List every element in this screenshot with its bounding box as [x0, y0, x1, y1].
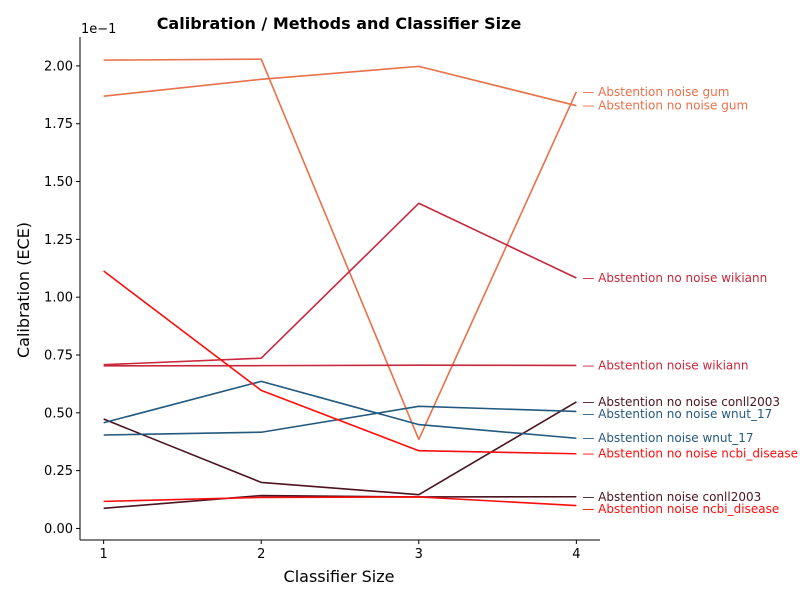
series-label: — Abstention no noise gum	[582, 99, 748, 113]
series-labels: — Abstention noise gum— Abstention no no…	[582, 85, 798, 516]
series-label: — Abstention noise wnut_17	[582, 431, 753, 445]
series-label: — Abstention no noise conll2003	[582, 395, 780, 409]
series-line	[103, 405, 577, 436]
series-line	[103, 494, 577, 510]
x-axis-label: Classifier Size	[284, 567, 395, 586]
y-tick-label: 0.00	[44, 522, 73, 537]
y-axis-label: Calibration (ECE)	[14, 222, 33, 358]
series-line	[103, 364, 577, 367]
y-tick-label: 1.75	[44, 117, 73, 132]
y-tick-label: 1.25	[44, 233, 73, 248]
series-label: — Abstention no noise wikiann	[582, 271, 767, 285]
y-tick-label: 0.75	[44, 348, 73, 363]
series-label: — Abstention noise gum	[582, 85, 729, 99]
y-tick-label: 2.00	[44, 59, 73, 74]
series-label: — Abstention no noise wnut_17	[582, 407, 772, 421]
x-tick-label: 3	[415, 547, 423, 562]
series-line	[103, 202, 577, 366]
series-label: — Abstention noise wikiann	[582, 358, 748, 372]
y-tick-label: 0.25	[44, 464, 73, 479]
y-tick-label: 1.00	[44, 291, 73, 306]
x-tick-label: 1	[99, 547, 107, 562]
series-lines	[103, 58, 578, 510]
axes: 0.00 0.25 0.50 0.75 1.00 1.25 1.50 1.75 2.00 1 2 3 4	[44, 37, 600, 562]
series-line	[103, 270, 577, 455]
x-tick-label: 4	[572, 547, 580, 562]
series-label: — Abstention noise conll2003	[582, 490, 761, 504]
y-tick-label: 1.50	[44, 175, 73, 190]
chart-title: Calibration / Methods and Classifier Siz…	[157, 14, 522, 33]
y-offset-label: 1e−1	[81, 22, 116, 37]
series-line	[103, 380, 577, 440]
series-label: — Abstention no noise ncbi_disease	[582, 447, 798, 461]
series-line	[103, 65, 577, 107]
series-line	[103, 496, 577, 507]
y-tick-label: 0.50	[44, 406, 73, 421]
x-tick-label: 2	[257, 547, 265, 562]
series-line	[103, 401, 577, 496]
series-label: — Abstention noise ncbi_disease	[582, 502, 779, 516]
series-line	[103, 58, 578, 441]
